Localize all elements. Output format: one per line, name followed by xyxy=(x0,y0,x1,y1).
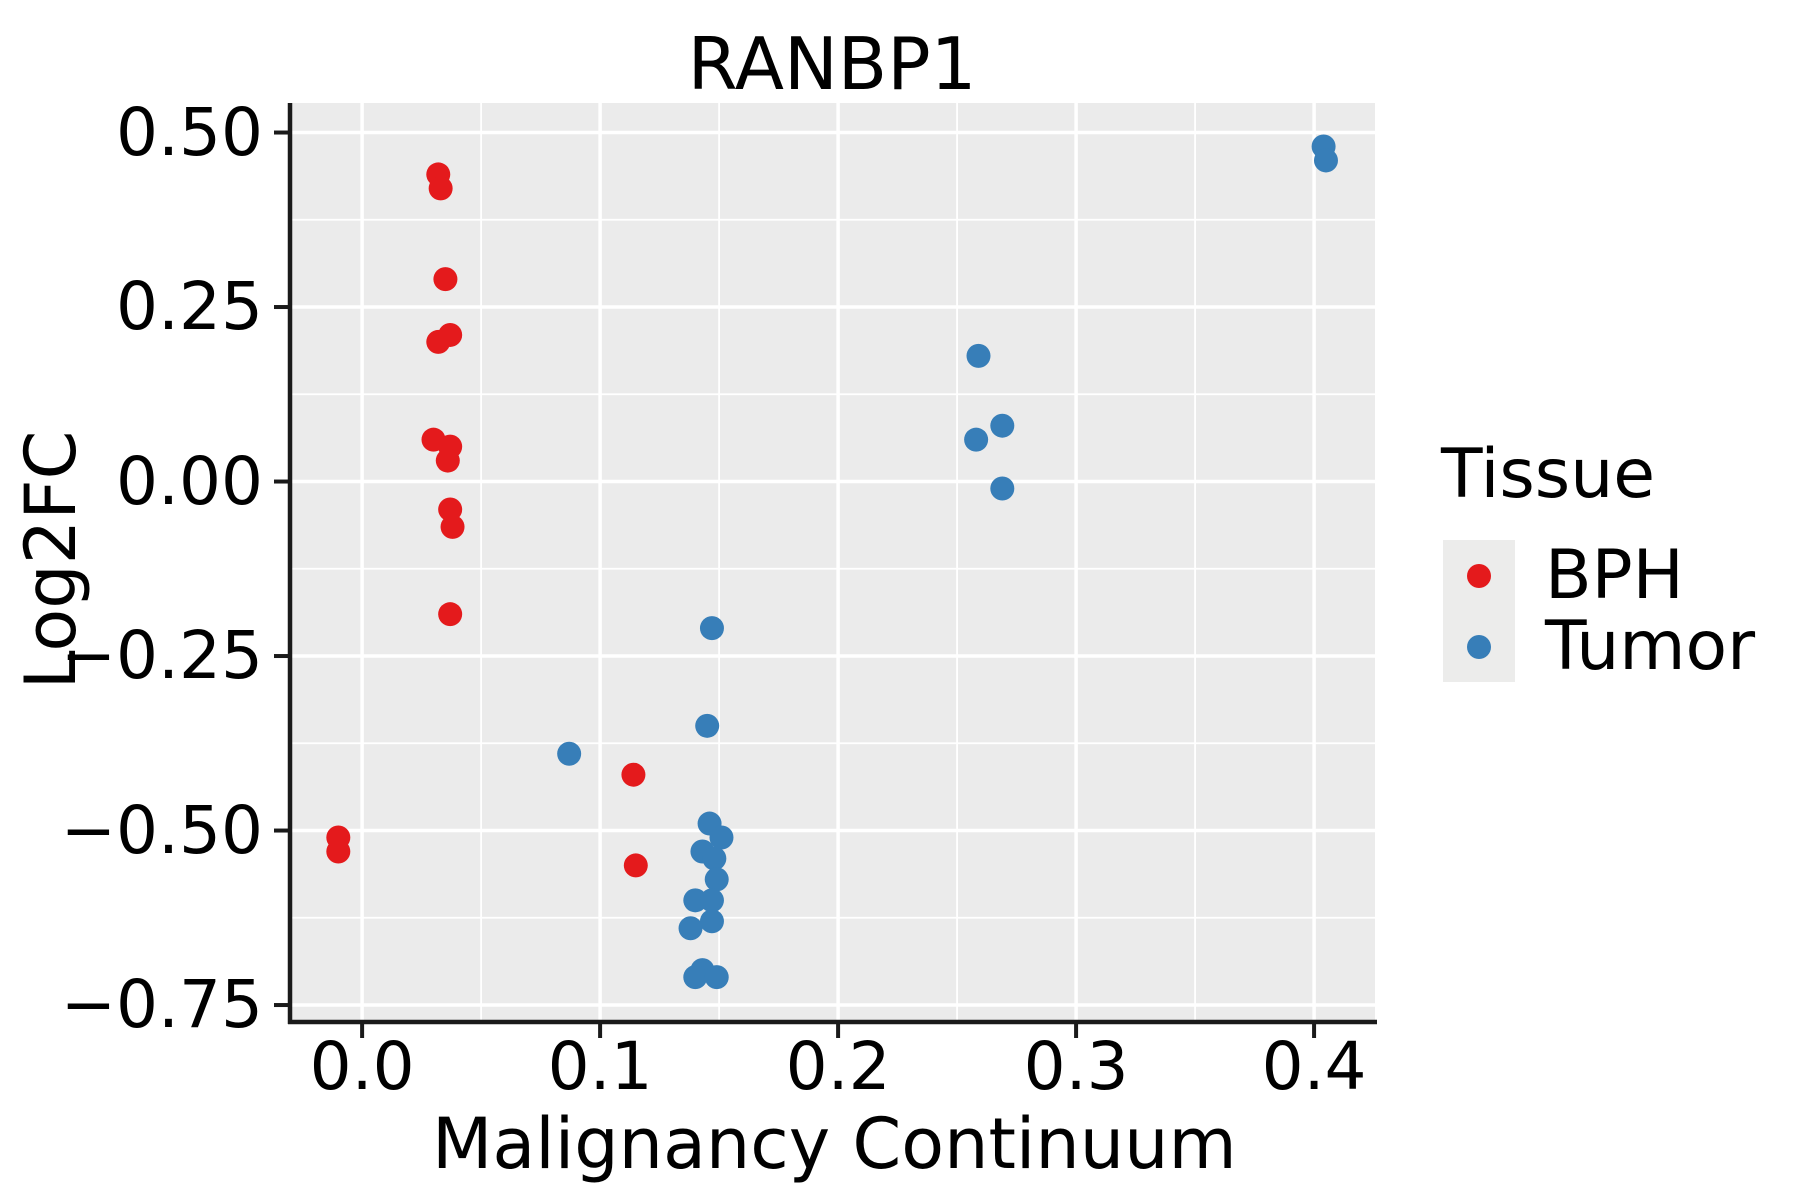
data-point-tumor xyxy=(683,965,708,990)
data-point-tumor xyxy=(678,916,703,941)
data-point-bph xyxy=(438,497,463,522)
y-axis-title: Log2FC xyxy=(10,430,92,690)
data-point-bph xyxy=(326,839,351,864)
legend-label-bph: BPH xyxy=(1545,536,1684,615)
legend-title: Tissue xyxy=(1441,435,1656,514)
data-point-bph xyxy=(433,267,458,292)
data-point-tumor xyxy=(699,616,724,641)
data-point-tumor xyxy=(966,343,991,368)
data-point-tumor xyxy=(695,713,720,738)
data-point-tumor xyxy=(683,888,708,913)
y-tick-label: −0.50 xyxy=(60,791,263,869)
legend-bph-dot-icon xyxy=(1467,564,1491,588)
plot-title: RANBP1 xyxy=(687,22,977,106)
y-tick-label: 0.50 xyxy=(116,93,263,171)
data-point-tumor xyxy=(557,741,582,766)
data-point-tumor xyxy=(704,867,729,892)
data-point-bph xyxy=(438,602,463,627)
data-point-bph xyxy=(428,176,453,201)
data-point-tumor xyxy=(990,413,1015,438)
x-tick-label: 0.1 xyxy=(547,1028,653,1105)
data-point-bph xyxy=(435,448,460,473)
legend-key-background xyxy=(1443,540,1515,682)
y-tick-label: 0.25 xyxy=(116,268,263,346)
data-point-bph xyxy=(438,322,463,347)
data-point-tumor xyxy=(709,825,734,850)
y-tick-label: 0.00 xyxy=(116,442,263,520)
data-point-tumor xyxy=(990,476,1015,501)
x-tick-label: 0.0 xyxy=(309,1028,415,1105)
y-tick-label: −0.75 xyxy=(60,966,263,1044)
data-point-bph xyxy=(440,514,465,539)
data-point-bph xyxy=(621,762,646,787)
legend-tumor-dot-icon xyxy=(1467,635,1491,659)
data-point-tumor xyxy=(699,909,724,934)
plot-panel xyxy=(290,103,1375,1022)
x-tick-label: 0.4 xyxy=(1261,1028,1367,1105)
data-point-tumor xyxy=(702,846,727,871)
x-tick-label: 0.3 xyxy=(1023,1028,1129,1105)
y-tick-label: −0.25 xyxy=(60,617,263,695)
data-point-tumor xyxy=(704,965,729,990)
data-point-tumor xyxy=(964,427,989,452)
data-point-tumor xyxy=(699,888,724,913)
legend-label-tumor: Tumor xyxy=(1545,607,1756,686)
x-tick-label: 0.2 xyxy=(785,1028,891,1105)
data-point-tumor xyxy=(1313,148,1338,173)
data-point-bph xyxy=(623,853,648,878)
x-axis-title: Malignancy Continuum xyxy=(432,1103,1237,1185)
